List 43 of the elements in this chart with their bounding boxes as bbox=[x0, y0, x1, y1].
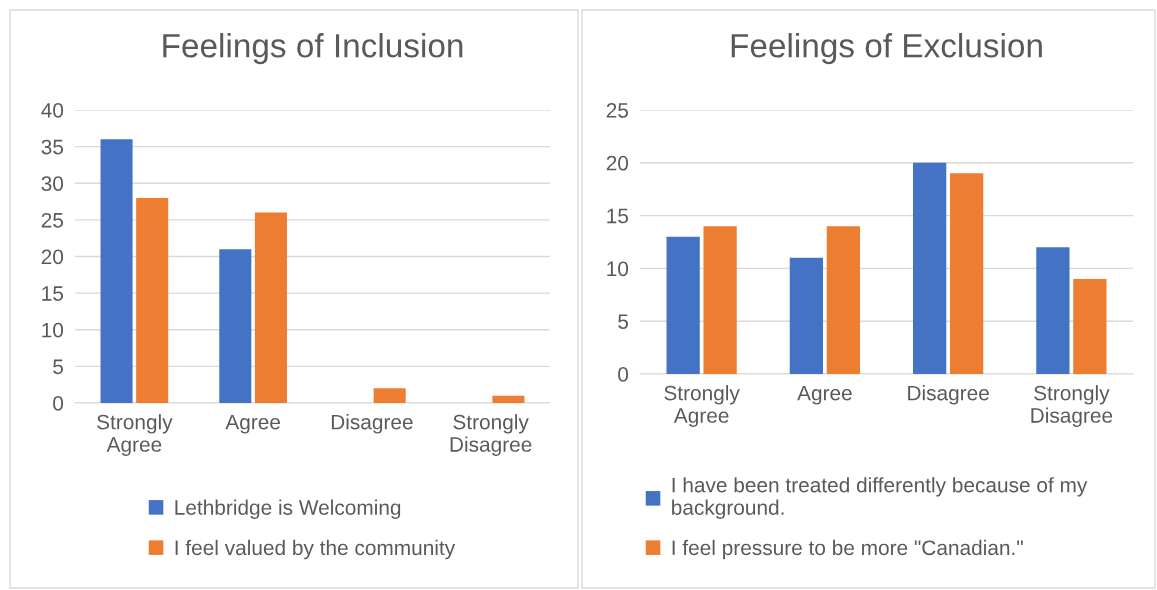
y-tick-label: 0 bbox=[618, 367, 629, 382]
bar bbox=[219, 249, 252, 403]
x-tick-label: Strongly Disagree bbox=[450, 414, 532, 456]
x-tick-label: Agree bbox=[225, 414, 280, 434]
y-tick-label: 20 bbox=[606, 155, 629, 171]
y-tick-label: 15 bbox=[607, 208, 629, 224]
y-tick-label: 5 bbox=[618, 314, 629, 329]
x-tick-label: Disagree bbox=[331, 414, 413, 434]
legend-label: Lethbridge is Welcoming bbox=[175, 499, 401, 519]
y-tick-label: 15 bbox=[42, 286, 64, 301]
x-tick-label: Agree bbox=[797, 385, 852, 405]
y-tick-label: 20 bbox=[41, 249, 64, 265]
bar bbox=[826, 226, 860, 374]
bar bbox=[703, 226, 737, 374]
chart-title: Feelings of Inclusion bbox=[163, 33, 463, 65]
bar bbox=[1036, 247, 1070, 374]
y-tick-label: 0 bbox=[53, 396, 64, 411]
bar bbox=[373, 388, 406, 403]
x-tick-label: Strongly Disagree bbox=[1031, 385, 1113, 427]
bar bbox=[949, 173, 984, 374]
bar bbox=[666, 236, 700, 374]
y-tick-label: 30 bbox=[41, 176, 64, 191]
bar bbox=[136, 197, 169, 403]
y-tick-label: 25 bbox=[41, 212, 64, 228]
legend-label: I have been treated differently because of my background. bbox=[672, 477, 1088, 519]
y-tick-label: 10 bbox=[42, 322, 64, 338]
legend-label: I feel valued by the community bbox=[175, 539, 456, 560]
bar bbox=[1073, 278, 1107, 374]
bar bbox=[254, 212, 287, 403]
y-tick-label: 5 bbox=[53, 359, 64, 375]
bar bbox=[913, 162, 947, 374]
chart-title: Feelings of Exclusion bbox=[731, 33, 1042, 65]
bar bbox=[100, 139, 133, 403]
y-tick-label: 40 bbox=[41, 103, 64, 118]
x-tick-label: Strongly Agree bbox=[664, 385, 740, 427]
y-tick-label: 35 bbox=[41, 139, 64, 155]
y-tick-label: 25 bbox=[606, 103, 629, 118]
y-tick-label: 10 bbox=[607, 261, 629, 277]
x-tick-label: Strongly Agree bbox=[97, 414, 173, 456]
bar bbox=[789, 257, 824, 374]
x-tick-label: Disagree bbox=[908, 385, 989, 405]
legend-label: I feel pressure to be more "Canadian." bbox=[672, 539, 1023, 560]
bar bbox=[492, 395, 525, 403]
